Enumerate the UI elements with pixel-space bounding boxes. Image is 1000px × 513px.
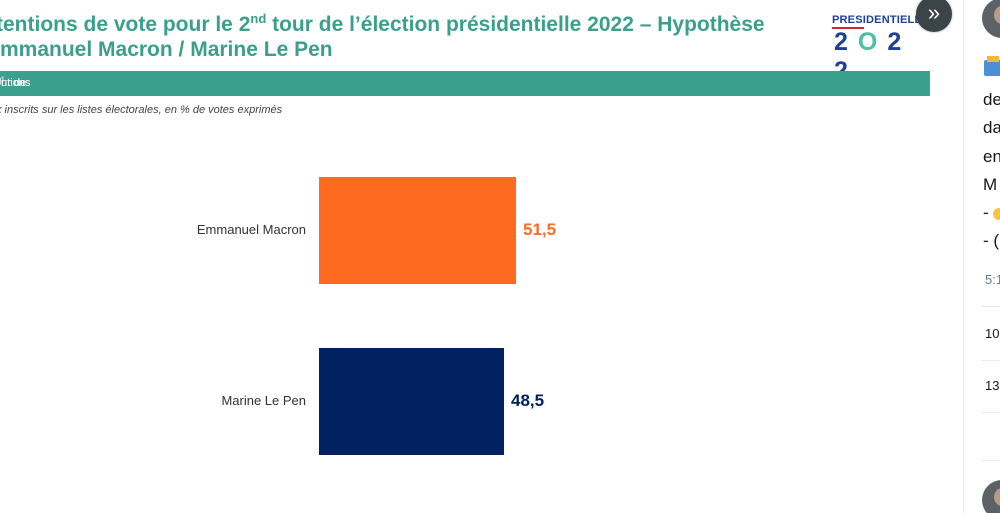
divider <box>982 360 1000 361</box>
tweet-text-line: da <box>983 118 1000 137</box>
banner-text-2: tour de l’élection présidentielle 2022 <box>0 77 57 164</box>
divider <box>982 460 1000 461</box>
logo-underline <box>832 27 864 29</box>
slide-title: tentions de vote pour le 2nd tour de l’é… <box>0 12 806 62</box>
title-text-1: tentions de vote pour le 2 <box>0 13 251 36</box>
category-label: Marine Le Pen <box>221 392 306 408</box>
next-slide-button[interactable]: » <box>916 0 952 32</box>
double-chevron-right-icon: » <box>927 0 941 25</box>
tweet-timestamp[interactable]: 5:1 <box>985 272 1000 287</box>
bar <box>319 348 504 455</box>
section-banner: tentions de vote pour le 2nd tour de l’é… <box>0 71 930 164</box>
yellow-circle-icon <box>993 207 1000 220</box>
value-label: 48,5 <box>511 390 545 410</box>
tweet-text-line: M <box>983 175 998 194</box>
ballot-box-icon <box>984 56 1000 76</box>
logo-year-o: O <box>857 28 888 56</box>
tweet-text-line: - <box>983 203 1000 223</box>
tweet-text-line: de <box>983 90 1000 109</box>
divider <box>982 306 1000 307</box>
category-label: Emmanuel Macron <box>196 221 306 237</box>
logo-year-a: 2 <box>834 28 858 56</box>
tweet-stat-retweets[interactable]: 10 <box>985 326 1000 341</box>
avatar[interactable] <box>982 0 1000 38</box>
title-text-3: Emmanuel Macron / Marine Le Pen <box>0 38 333 61</box>
slide-subtitle: x inscrits sur les listes électorales, e… <box>0 104 283 116</box>
divider <box>982 412 1000 413</box>
bar-chart: Emmanuel Macron 51,5 Marine Le Pen 48,5 <box>0 160 700 480</box>
banner-sup: nd <box>0 76 4 84</box>
logo-top-label: PRESIDENTIELLE <box>832 14 929 26</box>
tweet-line-prefix: - <box>983 203 994 222</box>
title-sup: nd <box>250 11 267 26</box>
tweet-stat-likes[interactable]: 13 <box>985 378 1000 393</box>
logo-top-text: PRESIDENTIELLE <box>832 14 929 29</box>
avatar[interactable] <box>982 480 1000 513</box>
tweet-sidebar: de da en M - - ( 5:1 10 13 <box>963 0 1000 513</box>
slide: tentions de vote pour le 2nd tour de l’é… <box>0 12 930 480</box>
banner-text: tentions de vote pour le 2nd tour de l’é… <box>0 71 57 164</box>
banner-text-1: tentions de vote pour le 2 <box>0 77 31 139</box>
bar <box>319 177 516 284</box>
value-label: 51,5 <box>523 219 557 239</box>
tweet-text-line: - ( <box>983 231 1000 250</box>
title-text-2: tour de l’élection présidentielle 2022 –… <box>266 13 765 36</box>
tweet-text-line: en <box>983 147 1000 166</box>
